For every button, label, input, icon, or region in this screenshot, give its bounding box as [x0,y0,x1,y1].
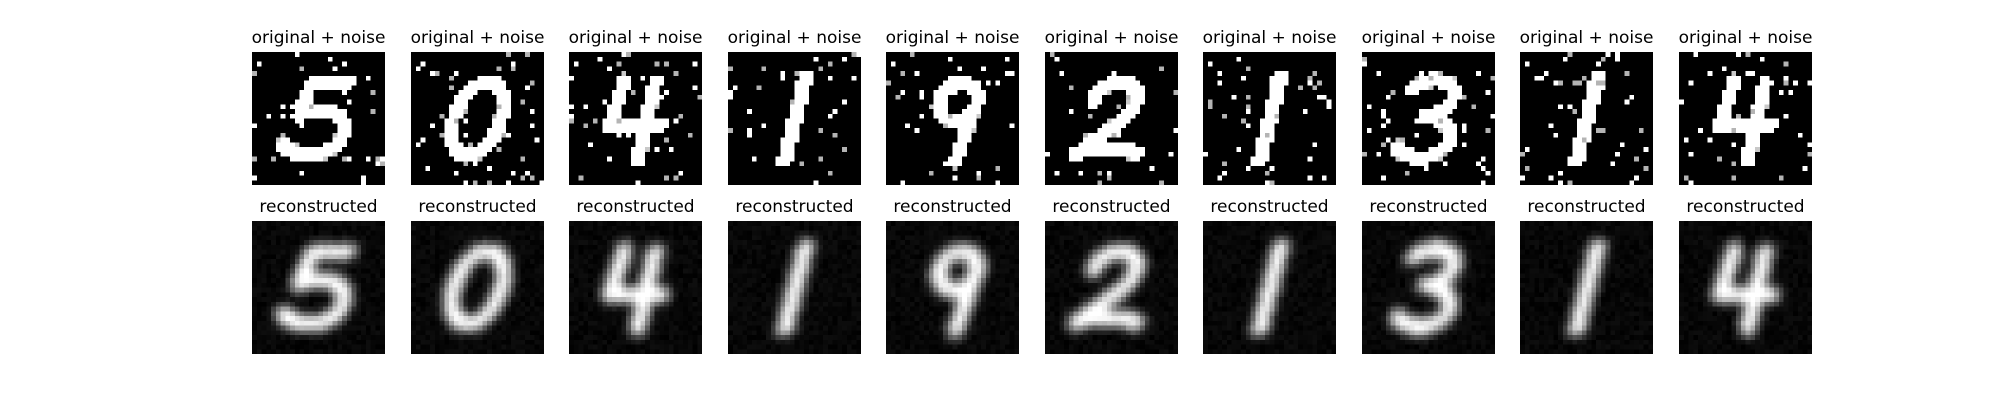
panel-title: original + noise [568,28,703,48]
panel-title: original + noise [885,28,1020,48]
noisy-digit-image [1203,52,1336,185]
reconstructed-digit-image [886,221,1019,354]
panel-title: reconstructed [1527,197,1646,217]
reconstructed-digit-image [1045,221,1178,354]
panel-title: original + noise [727,28,862,48]
reconstructed-digit-image [411,221,544,354]
noisy-digit-image [252,52,385,185]
reconstructed-digit-image [728,221,861,354]
panel-title: original + noise [1361,28,1496,48]
reconstructed-digit-image [1203,221,1336,354]
panel-title: original + noise [410,28,545,48]
panel-title: reconstructed [1369,197,1488,217]
panel-title: original + noise [1519,28,1654,48]
reconstructed-digit-image [1362,221,1495,354]
noisy-digit-image [1520,52,1653,185]
panel-title: reconstructed [259,197,378,217]
panel-title: reconstructed [418,197,537,217]
noisy-digit-image [728,52,861,185]
reconstructed-digit-image [1520,221,1653,354]
panel-title: reconstructed [735,197,854,217]
panel-title: reconstructed [893,197,1012,217]
reconstructed-digit-image [1679,221,1812,354]
panel-title: original + noise [1044,28,1179,48]
reconstructed-digit-image [569,221,702,354]
panel-title: original + noise [251,28,386,48]
panel-title: reconstructed [1686,197,1805,217]
noisy-digit-image [1679,52,1812,185]
noisy-digit-image [886,52,1019,185]
panel-title: original + noise [1202,28,1337,48]
panel-title: reconstructed [576,197,695,217]
panel-title: original + noise [1678,28,1813,48]
reconstructed-digit-image [252,221,385,354]
noisy-digit-image [1045,52,1178,185]
noisy-digit-image [1362,52,1495,185]
noisy-digit-image [569,52,702,185]
noisy-digit-image [411,52,544,185]
panel-title: reconstructed [1210,197,1329,217]
panel-title: reconstructed [1052,197,1171,217]
